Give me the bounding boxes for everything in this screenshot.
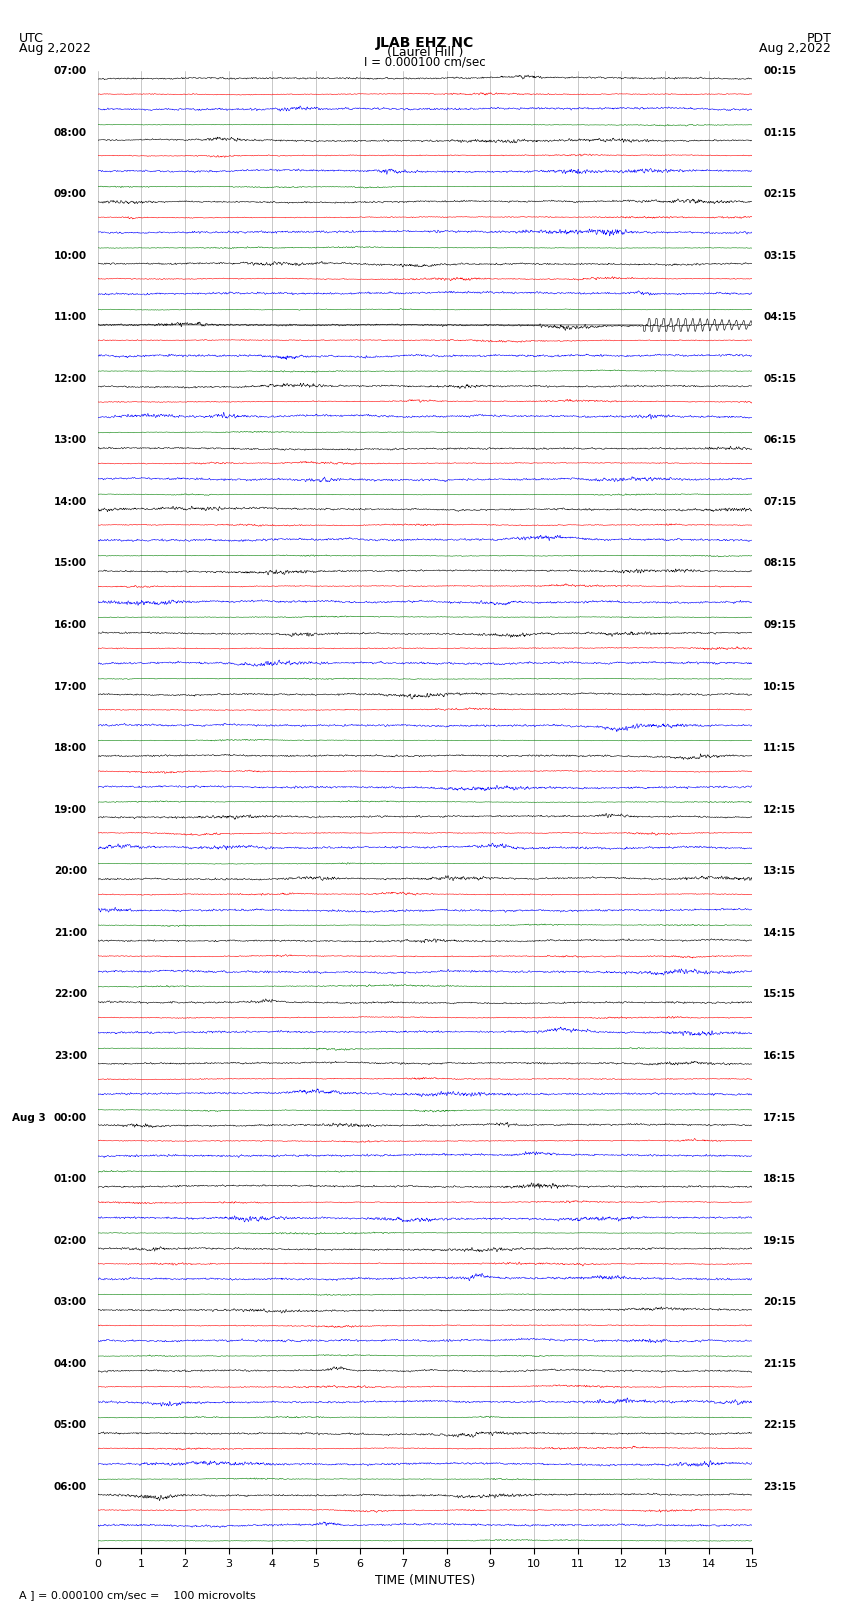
Text: 16:00: 16:00 [54,619,87,631]
Text: Aug 2,2022: Aug 2,2022 [759,42,831,55]
Text: JLAB EHZ NC: JLAB EHZ NC [376,37,474,50]
Text: UTC: UTC [19,32,43,45]
Text: 13:00: 13:00 [54,436,87,445]
Text: 13:15: 13:15 [763,866,796,876]
Text: 09:00: 09:00 [54,189,87,198]
Text: 20:00: 20:00 [54,866,87,876]
Text: 02:00: 02:00 [54,1236,87,1245]
Text: 10:15: 10:15 [763,682,796,692]
Text: 21:00: 21:00 [54,927,87,937]
Text: 06:15: 06:15 [763,436,796,445]
Text: 18:00: 18:00 [54,744,87,753]
Text: 15:00: 15:00 [54,558,87,568]
X-axis label: TIME (MINUTES): TIME (MINUTES) [375,1574,475,1587]
Text: 01:00: 01:00 [54,1174,87,1184]
Text: 22:00: 22:00 [54,989,87,1000]
Text: A ] = 0.000100 cm/sec =    100 microvolts: A ] = 0.000100 cm/sec = 100 microvolts [19,1590,256,1600]
Text: 19:00: 19:00 [54,805,87,815]
Text: Aug 2,2022: Aug 2,2022 [19,42,91,55]
Text: 00:00: 00:00 [54,1113,87,1123]
Text: Aug 3: Aug 3 [12,1113,45,1123]
Text: 21:15: 21:15 [763,1358,796,1369]
Text: 17:00: 17:00 [54,682,87,692]
Text: 04:00: 04:00 [54,1358,87,1369]
Text: 05:15: 05:15 [763,374,796,384]
Text: 08:15: 08:15 [763,558,796,568]
Text: 06:00: 06:00 [54,1482,87,1492]
Text: 23:15: 23:15 [763,1482,796,1492]
Text: 07:15: 07:15 [763,497,796,506]
Text: 11:15: 11:15 [763,744,796,753]
Text: 12:15: 12:15 [763,805,796,815]
Text: 03:15: 03:15 [763,250,796,261]
Text: PDT: PDT [807,32,831,45]
Text: 12:00: 12:00 [54,374,87,384]
Text: 18:15: 18:15 [763,1174,796,1184]
Text: I = 0.000100 cm/sec: I = 0.000100 cm/sec [364,56,486,69]
Text: (Laurel Hill ): (Laurel Hill ) [387,45,463,60]
Text: 07:00: 07:00 [54,66,87,76]
Text: 03:00: 03:00 [54,1297,87,1307]
Text: 04:15: 04:15 [763,313,796,323]
Text: 02:15: 02:15 [763,189,796,198]
Text: 09:15: 09:15 [763,619,796,631]
Text: 16:15: 16:15 [763,1052,796,1061]
Text: 22:15: 22:15 [763,1421,796,1431]
Text: 14:00: 14:00 [54,497,87,506]
Text: 01:15: 01:15 [763,127,796,137]
Text: 20:15: 20:15 [763,1297,796,1307]
Text: 00:15: 00:15 [763,66,796,76]
Text: 14:15: 14:15 [763,927,796,937]
Text: 10:00: 10:00 [54,250,87,261]
Text: 15:15: 15:15 [763,989,796,1000]
Text: 19:15: 19:15 [763,1236,796,1245]
Text: 17:15: 17:15 [763,1113,796,1123]
Text: 05:00: 05:00 [54,1421,87,1431]
Text: 11:00: 11:00 [54,313,87,323]
Text: 23:00: 23:00 [54,1052,87,1061]
Text: 08:00: 08:00 [54,127,87,137]
